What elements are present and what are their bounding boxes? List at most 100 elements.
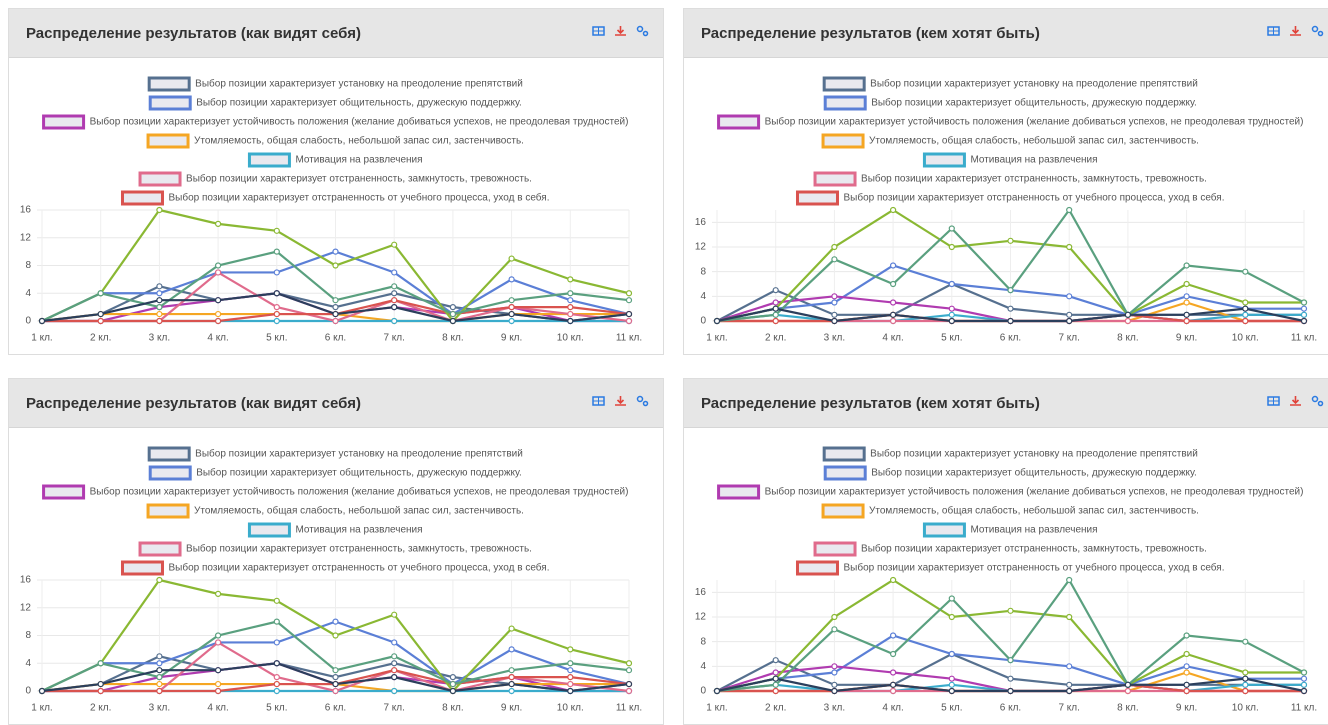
legend-swatch (247, 522, 291, 538)
data-point (449, 317, 456, 325)
data-point (508, 276, 515, 283)
data-point (1066, 206, 1073, 214)
data-point (625, 290, 633, 297)
legend-label: Мотивация на развлечения (295, 155, 422, 166)
x-tick-label: 7 кл. (383, 703, 404, 714)
legend-label: Выбор позиции характеризует отстраненнос… (186, 173, 532, 185)
legend-swatch (138, 541, 182, 557)
data-point (273, 639, 280, 646)
data-point (332, 618, 339, 625)
data-point (1183, 632, 1190, 639)
legend-swatch (813, 541, 857, 557)
chart: Выбор позиции характеризует установку на… (695, 76, 1317, 344)
data-point (567, 297, 574, 304)
data-point (508, 310, 515, 318)
download-icon[interactable] (614, 395, 627, 407)
data-point (332, 248, 339, 255)
settings-icon[interactable] (1311, 395, 1324, 407)
legend-label: Утомляемость, общая слабость, небольшой … (869, 135, 1199, 147)
x-tick-label: 10 кл. (557, 703, 584, 714)
legend-label: Выбор позиции характеризует общительност… (196, 97, 522, 109)
y-tick-label: 0 (700, 316, 706, 327)
legend-label: Выбор позиции характеризует общительност… (196, 467, 522, 479)
data-point (215, 317, 222, 325)
settings-icon[interactable] (636, 395, 649, 407)
x-tick-label: 4 кл. (882, 333, 903, 344)
data-point (215, 667, 222, 674)
data-point (332, 310, 339, 318)
data-point (1242, 638, 1249, 645)
data-point (449, 680, 456, 688)
y-tick-label: 0 (25, 316, 31, 327)
download-icon[interactable] (614, 25, 627, 37)
data-point (567, 680, 574, 688)
x-tick-label: 4 кл. (882, 703, 903, 714)
settings-icon[interactable] (1311, 25, 1324, 37)
data-point (215, 687, 222, 695)
data-point (1066, 687, 1073, 695)
data-point (1242, 687, 1249, 695)
data-point (391, 667, 398, 674)
legend-swatch (922, 152, 966, 168)
download-icon[interactable] (1289, 25, 1302, 37)
data-point (1066, 663, 1073, 670)
x-tick-label: 2 кл. (90, 703, 111, 714)
legend-swatch (795, 560, 839, 576)
data-point (948, 650, 955, 658)
data-point (890, 669, 897, 676)
x-tick-label: 6 кл. (325, 333, 346, 344)
panel-title: Распределение результатов (кем хотят быт… (701, 25, 1040, 42)
table-icon[interactable] (1267, 395, 1280, 407)
data-point (948, 613, 955, 621)
data-point (1066, 243, 1073, 251)
data-point (1183, 299, 1190, 306)
table-icon[interactable] (1267, 25, 1280, 37)
data-point (449, 304, 456, 311)
y-tick-label: 12 (20, 602, 32, 613)
data-point (508, 667, 515, 674)
toolbar (592, 25, 649, 37)
table-icon[interactable] (592, 25, 605, 37)
x-tick-label: 5 кл. (266, 703, 287, 714)
download-icon[interactable] (1289, 395, 1302, 407)
data-point (831, 299, 838, 306)
data-point (38, 687, 46, 695)
data-point (1007, 317, 1014, 325)
legend-swatch (120, 560, 164, 576)
data-point (156, 290, 163, 297)
data-point (215, 590, 222, 597)
x-tick-label: 7 кл. (383, 333, 404, 344)
data-point (273, 680, 280, 688)
data-point (831, 669, 838, 676)
data-point (625, 660, 633, 667)
data-point (156, 310, 163, 318)
x-tick-label: 11 кл. (616, 333, 642, 344)
data-point (156, 674, 163, 681)
data-point (273, 597, 280, 604)
data-point (156, 206, 163, 214)
chart: Выбор позиции характеризует установку на… (20, 446, 642, 714)
data-point (567, 687, 574, 695)
settings-icon[interactable] (636, 25, 649, 37)
data-point (625, 310, 633, 318)
data-point (273, 660, 280, 667)
data-point (890, 681, 897, 688)
legend-label: Выбор позиции характеризует отстраненнос… (843, 562, 1224, 574)
data-point (273, 227, 280, 234)
data-point (508, 304, 515, 311)
y-tick-label: 12 (20, 232, 32, 243)
data-point (948, 305, 955, 312)
y-tick-label: 16 (695, 217, 707, 228)
table-icon[interactable] (592, 395, 605, 407)
x-tick-label: 3 кл. (149, 333, 170, 344)
legend-label: Выбор позиции характеризует отстраненнос… (186, 543, 532, 555)
data-point (1300, 687, 1308, 695)
legend-label: Утомляемость, общая слабость, небольшой … (194, 135, 524, 147)
y-tick-label: 8 (25, 260, 31, 271)
data-point (625, 687, 633, 695)
legend-swatch (42, 484, 86, 500)
chart-panel: Распределение результатов (как видят себ… (8, 8, 664, 355)
panel-header: Распределение результатов (кем хотят быт… (684, 9, 1328, 58)
data-point (273, 310, 280, 318)
